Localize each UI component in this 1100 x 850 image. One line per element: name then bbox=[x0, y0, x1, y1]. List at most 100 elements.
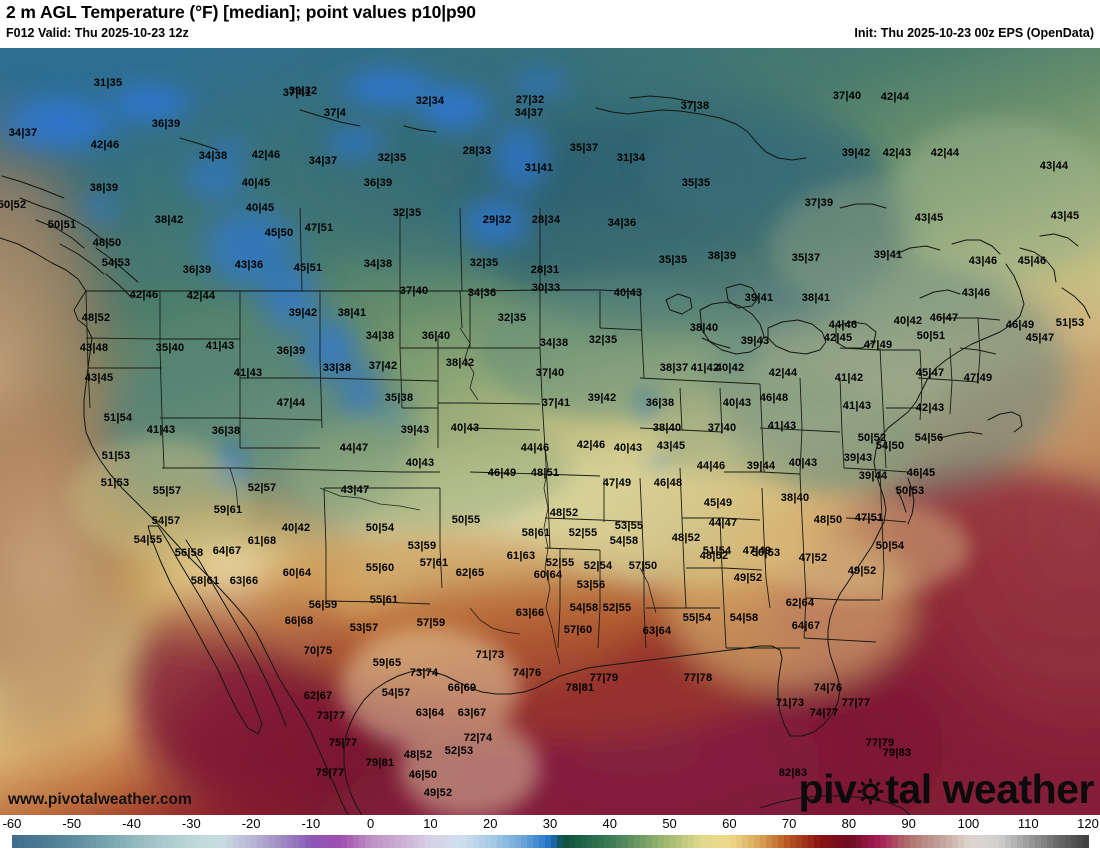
colorbar-cell bbox=[897, 835, 904, 848]
colorbar-cell bbox=[730, 835, 737, 848]
colorbar-cell bbox=[718, 835, 725, 848]
colorbar-tick: 50 bbox=[662, 816, 677, 831]
colorbar-cell bbox=[41, 835, 48, 848]
colorbar-cell bbox=[53, 835, 60, 848]
colorbar-tick: 20 bbox=[482, 816, 498, 831]
colorbar-cell bbox=[783, 835, 790, 848]
colorbar-cell bbox=[317, 835, 324, 848]
colorbar-cell bbox=[371, 835, 378, 848]
colorbar-cell bbox=[915, 835, 922, 848]
colorbar-cell bbox=[185, 835, 192, 848]
colorbar-cell bbox=[795, 835, 802, 848]
colorbar-cell bbox=[1023, 835, 1030, 848]
colorbar-cell bbox=[77, 835, 84, 848]
colorbar-cell bbox=[1077, 835, 1084, 848]
colorbar-cell bbox=[1035, 835, 1042, 848]
colorbar-cell bbox=[203, 835, 210, 848]
colorbar-cell bbox=[395, 835, 401, 848]
colorbar-cell bbox=[879, 835, 886, 848]
colorbar-cell bbox=[562, 835, 569, 848]
colorbar-tick: 120 bbox=[1077, 816, 1099, 831]
colorbar-cell bbox=[927, 835, 934, 848]
colorbar-cell bbox=[365, 835, 372, 848]
colorbar-cell bbox=[724, 835, 731, 848]
colorbar-cell bbox=[436, 835, 443, 848]
colorbar-cell bbox=[383, 835, 390, 848]
colorbar-cell bbox=[347, 835, 354, 848]
colorbar-cell bbox=[700, 835, 707, 848]
sun-icon bbox=[857, 768, 884, 805]
map-canvas[interactable]: 31|35 39|32 37|41 32|34 27|32 37|4 34|37 37|38 3… bbox=[0, 48, 1100, 815]
colorbar-cell bbox=[323, 835, 330, 848]
colorbar-cell bbox=[801, 835, 808, 848]
colorbar-cell bbox=[622, 835, 629, 848]
colorbar-cell bbox=[945, 835, 952, 848]
colorbar-cell bbox=[957, 835, 964, 848]
colorbar-tick: 110 bbox=[1017, 816, 1039, 831]
colorbar-cell bbox=[550, 835, 557, 848]
colorbar-cell bbox=[706, 835, 713, 848]
colorbar-cell bbox=[496, 835, 503, 848]
colorbar-cell bbox=[885, 835, 892, 848]
colorbar-cell bbox=[137, 835, 144, 848]
colorbar-cell bbox=[508, 835, 515, 848]
colorbar-tick: 80 bbox=[841, 816, 857, 831]
colorbar-cell bbox=[113, 835, 120, 848]
colorbar-cell bbox=[538, 835, 545, 848]
colorbar-cell bbox=[789, 835, 796, 848]
colorbar-tick: 30 bbox=[542, 816, 558, 831]
colorbar[interactable]: -60 -50 -40 -30 -20 -10 0 10 20 30 40 50 60 70 80 90 100… bbox=[0, 815, 1100, 850]
colorbar-cell bbox=[939, 835, 946, 848]
colorbar-cell bbox=[610, 835, 617, 848]
valid-time-label: F012 Valid: Thu 2025-10-23 12z bbox=[6, 26, 189, 40]
colorbar-cell bbox=[849, 835, 856, 848]
colorbar-cell bbox=[502, 835, 509, 848]
colorbar-cell bbox=[766, 835, 773, 848]
colorbar-cell bbox=[293, 835, 300, 848]
colorbar-cell bbox=[682, 835, 689, 848]
colorbar-cell bbox=[107, 835, 114, 848]
colorbar-cell bbox=[628, 835, 635, 848]
colorbar-cell bbox=[760, 835, 767, 848]
colorbar-cell bbox=[514, 835, 521, 848]
colorbar-cell bbox=[634, 835, 641, 848]
colorbar-cell bbox=[1041, 835, 1048, 848]
colorbar-tick-labels: -60 -50 -40 -30 -20 -10 0 10 20 30 40 50 60 70 80 90 100… bbox=[0, 815, 1100, 834]
colorbar-tick: 40 bbox=[602, 816, 617, 831]
colorbar-cell bbox=[412, 835, 419, 848]
colorbar-cell bbox=[1005, 835, 1012, 848]
colorbar-cell bbox=[1071, 835, 1078, 848]
colorbar-cell bbox=[311, 835, 318, 848]
colorbar-cell bbox=[712, 835, 719, 848]
colorbar-cell bbox=[269, 835, 276, 848]
colorbar-cell bbox=[233, 835, 240, 848]
colorbar-cell bbox=[29, 835, 36, 848]
colorbar-cell bbox=[71, 835, 78, 848]
colorbar-cell bbox=[873, 835, 880, 848]
pivotal-weather-logo: piv tal weather bbox=[799, 766, 1095, 813]
colorbar-cell bbox=[825, 835, 832, 848]
colorbar-cell bbox=[221, 835, 228, 848]
page-title: 2 m AGL Temperature (°F) [median]; point… bbox=[6, 2, 476, 22]
colorbar-tick: 90 bbox=[901, 816, 916, 831]
colorbar-cell bbox=[275, 835, 282, 848]
colorbar-tick: 10 bbox=[423, 816, 438, 831]
colorbar-cell bbox=[400, 835, 407, 848]
colorbar-cell bbox=[969, 835, 976, 848]
colorbar-cell bbox=[466, 835, 473, 848]
colorbar-cell bbox=[95, 835, 102, 848]
colorbar-tick: 0 bbox=[367, 816, 375, 831]
colorbar-cell bbox=[209, 835, 216, 848]
colorbar-cell bbox=[975, 835, 982, 848]
colorbar-tick: -40 bbox=[122, 816, 141, 831]
colorbar-cell bbox=[658, 835, 665, 848]
colorbar-cell bbox=[1047, 835, 1054, 848]
colorbar-cell bbox=[424, 835, 431, 848]
map-boundaries bbox=[0, 95, 1091, 815]
colorbar-cell bbox=[329, 835, 336, 848]
colorbar-cell bbox=[430, 835, 437, 848]
colorbar-cell bbox=[748, 835, 755, 848]
colorbar-cell bbox=[179, 835, 186, 848]
colorbar-cell bbox=[640, 835, 647, 848]
colorbar-cell bbox=[1053, 835, 1060, 848]
